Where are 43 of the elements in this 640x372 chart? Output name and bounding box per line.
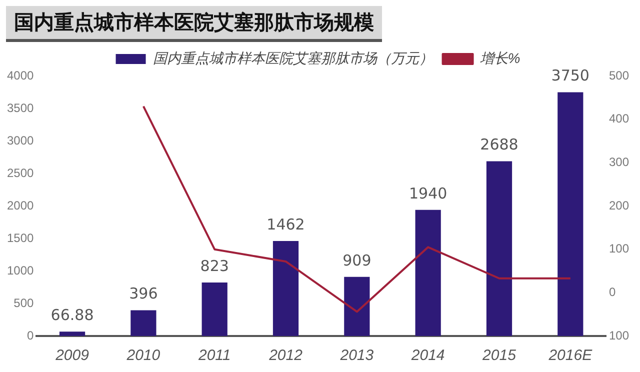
x-tick-label: 2011: [197, 347, 231, 364]
x-tick-label: 2012: [268, 347, 304, 364]
bar: [59, 332, 86, 336]
data-label: 1940: [408, 184, 448, 202]
bar: [272, 240, 299, 336]
data-label: 3750: [551, 66, 590, 85]
data-label: 823: [200, 256, 229, 275]
x-tick-label: 2016E: [548, 347, 594, 364]
y2-tick-label: 100: [608, 328, 630, 342]
legend-label: 增长%: [480, 50, 520, 66]
data-label: 2688: [480, 136, 518, 154]
bar: [202, 282, 228, 336]
y2-tick-label: 200: [608, 198, 630, 212]
y2-tick-label: 300: [608, 154, 630, 169]
y-tick-label: 0: [27, 328, 34, 342]
y-tick-label: 1500: [6, 230, 34, 245]
y2-tick-label: 500: [608, 68, 630, 82]
y2-tick-label: 100: [608, 242, 630, 256]
x-tick-label: 2010: [126, 347, 161, 364]
y-tick-label: 4000: [6, 68, 34, 82]
data-label: 396: [129, 284, 158, 303]
x-tick-label: 2014: [410, 347, 445, 364]
bar: [486, 161, 512, 336]
bar: [130, 310, 156, 336]
bar: [415, 210, 441, 336]
y-tick-label: 1000: [6, 263, 34, 278]
y-tick-label: 2500: [6, 166, 34, 180]
y-tick-label: 500: [14, 296, 34, 310]
x-tick-label: 2013: [339, 347, 374, 364]
y-tick-label: 2000: [6, 198, 34, 212]
y2-tick-label: 0: [608, 284, 616, 299]
data-label: 66.88: [50, 306, 94, 324]
bar: [344, 276, 370, 336]
y-tick-label: 3000: [6, 133, 34, 148]
y2-tick-label: 400: [608, 112, 630, 126]
chart-title: 国内重点城市样本医院艾塞那肽市场规模: [6, 6, 382, 42]
x-tick-label: 2009: [54, 347, 90, 364]
data-label: 1462: [266, 215, 305, 234]
bar: [558, 92, 584, 336]
x-tick-label: 2015: [482, 347, 517, 364]
data-label: 909: [342, 251, 372, 270]
legend-label: 国内重点城市样本医院艾塞那肽市场（万元）: [152, 50, 433, 66]
y-tick-label: 3500: [6, 100, 34, 115]
